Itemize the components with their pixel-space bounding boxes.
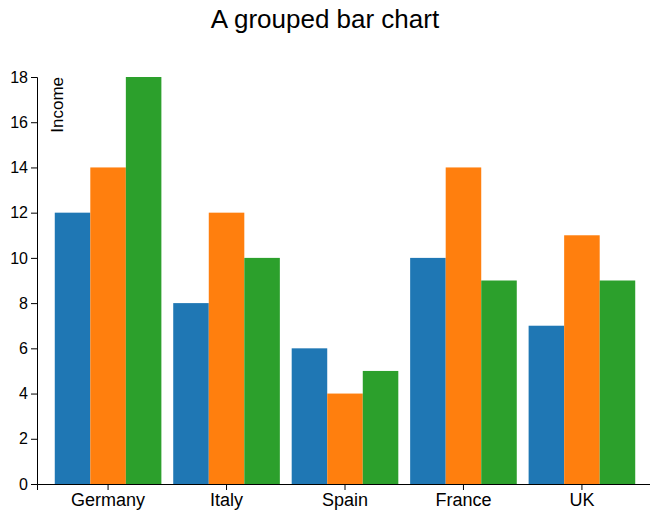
bar — [446, 167, 482, 484]
y-tick-label: 14 — [10, 159, 28, 176]
y-tick-mark — [31, 303, 37, 304]
y-tick-mark — [31, 213, 37, 214]
y-tick-label: 2 — [19, 430, 28, 447]
bar — [209, 213, 245, 484]
chart-svg: A grouped bar chart 0 2 4 6 8 10 12 14 16 18 German… — [0, 0, 650, 523]
y-axis-line — [31, 78, 38, 485]
bar — [173, 303, 209, 484]
x-tick: UK — [569, 484, 594, 510]
bar — [126, 77, 162, 484]
x-tick-label: France — [435, 490, 491, 510]
y-tick-mark — [31, 122, 37, 123]
y-tick-mark — [31, 394, 37, 395]
bar — [481, 281, 517, 485]
y-tick: 0 — [19, 476, 37, 493]
y-tick-label: 16 — [10, 114, 28, 131]
bar — [529, 326, 565, 484]
x-tick: France — [435, 484, 491, 510]
y-tick: 12 — [10, 204, 37, 221]
bar — [90, 167, 126, 484]
x-axis: Germany Italy Spain France UK — [38, 484, 650, 510]
x-tick: Spain — [322, 484, 368, 510]
chart-container: A grouped bar chart 0 2 4 6 8 10 12 14 16 18 German… — [0, 0, 650, 523]
x-tick: Germany — [71, 484, 145, 510]
y-tick-label: 0 — [19, 476, 28, 493]
bar — [55, 213, 91, 484]
y-tick: 6 — [19, 340, 37, 357]
y-tick-mark — [31, 167, 37, 168]
bar — [363, 371, 399, 484]
bar — [564, 235, 600, 484]
x-tick-label: Germany — [71, 490, 145, 510]
bars — [55, 77, 635, 484]
y-tick-mark — [31, 348, 37, 349]
y-tick: 2 — [19, 430, 37, 447]
y-tick-label: 4 — [19, 385, 28, 402]
chart-title: A grouped bar chart — [211, 4, 440, 34]
x-tick-label: Italy — [210, 490, 243, 510]
y-tick-label: 12 — [10, 204, 28, 221]
bar-series — [126, 77, 635, 484]
y-tick: 4 — [19, 385, 37, 402]
y-tick-label: 18 — [10, 69, 28, 86]
y-axis-label: Income — [48, 77, 67, 133]
x-tick: Italy — [210, 484, 243, 510]
bar — [244, 258, 280, 484]
y-tick: 16 — [10, 114, 37, 131]
y-tick-label: 10 — [10, 250, 28, 267]
y-tick-mark — [31, 258, 37, 259]
x-tick-label: Spain — [322, 490, 368, 510]
bar — [327, 394, 363, 484]
y-tick-mark — [31, 439, 37, 440]
y-tick: 14 — [10, 159, 37, 176]
bar-series — [90, 167, 599, 484]
x-tick-label: UK — [569, 490, 594, 510]
bar — [600, 281, 636, 485]
y-tick: 10 — [10, 250, 37, 267]
y-tick-label: 6 — [19, 340, 28, 357]
y-tick: 18 — [10, 69, 37, 86]
y-tick-label: 8 — [19, 295, 28, 312]
bar — [292, 348, 328, 484]
bar — [410, 258, 446, 484]
y-axis: 0 2 4 6 8 10 12 14 16 18 — [10, 69, 37, 493]
y-tick-mark — [31, 484, 37, 485]
y-tick: 8 — [19, 295, 37, 312]
y-tick-mark — [31, 77, 37, 78]
